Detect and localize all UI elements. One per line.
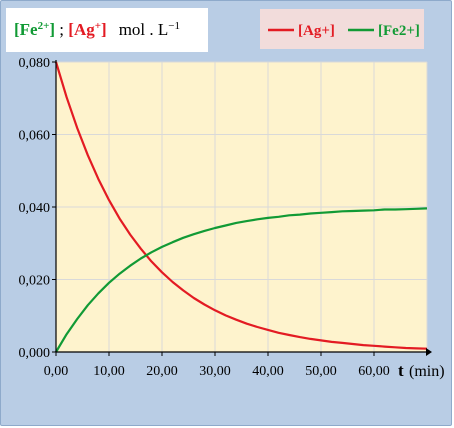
x-axis-arrow: [426, 348, 432, 356]
series-line-fe: [55, 207, 428, 353]
x-tick-label: 10,00: [93, 364, 125, 379]
x-tick-label: 0,00: [44, 364, 69, 379]
series-layer: [54, 61, 428, 353]
x-tick-label: 30,00: [199, 364, 231, 379]
x-axis-unit: (min): [409, 363, 445, 380]
fe-label: [Fe2+]: [14, 20, 56, 39]
series-line-ag: [54, 61, 428, 350]
axes: [52, 60, 432, 356]
x-tick-label: 50,00: [305, 364, 337, 379]
x-tick-label: 60,00: [358, 364, 390, 379]
y-tick-label: 0,060: [19, 129, 51, 144]
y-tick-label: 0,020: [19, 274, 51, 289]
x-tick-label: 40,00: [252, 364, 284, 379]
legend: [Ag+] [Fe2+]: [260, 9, 424, 49]
separator: ;: [55, 20, 69, 39]
tick-labels: 0,000 0,020 0,040 0,060 0,080 0,00 10,00 20,00 3…: [19, 56, 390, 379]
y-tick-label: 0,080: [19, 56, 51, 71]
grid-lines: [56, 61, 428, 352]
y-tick-label: 0,040: [19, 201, 51, 216]
x-axis-title: t: [398, 361, 404, 380]
legend-label-fe: [Fe2+]: [378, 23, 420, 39]
x-tick-label: 20,00: [146, 364, 178, 379]
unit-label: mol . L−1: [118, 20, 180, 39]
y-tick-label: 0,000: [19, 346, 51, 361]
ag-label: [Ag+]: [68, 20, 107, 39]
legend-label-ag: [Ag+]: [298, 23, 335, 39]
y-axis-title-box: [Fe2+] ; [Ag+] mol . L−1: [6, 8, 208, 52]
